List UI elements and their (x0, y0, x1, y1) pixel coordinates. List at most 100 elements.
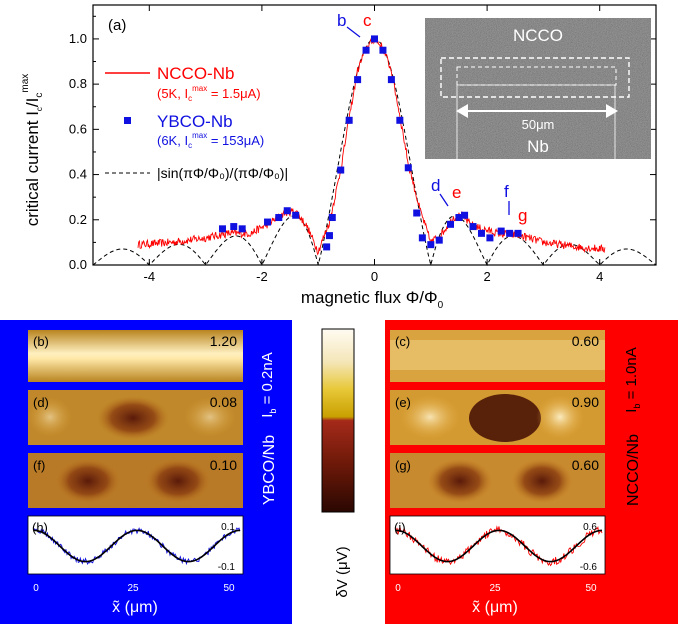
ybco-profile-label: (h) (32, 520, 48, 535)
ybco-point (447, 220, 455, 228)
ncco-image-g-label: (g) (395, 458, 411, 473)
ybco-profile-tick-0: 0 (33, 583, 39, 594)
ncco-profile-label: (i) (394, 520, 406, 535)
profile-fit-curve (396, 529, 602, 563)
ncco-profile-bottom: -0.6 (580, 562, 598, 573)
ybco-point (275, 214, 283, 222)
ncco-image-c-label: (c) (395, 334, 410, 349)
ybco-point (477, 229, 485, 237)
ncco-profile-tick-25: 25 (489, 583, 501, 594)
y-tick-label: 0.8 (69, 76, 87, 91)
legend-ncco-name: NCCO-Nb (157, 64, 234, 83)
ybco-point (427, 241, 435, 249)
legend: NCCO-Nb (5K, Icmax = 1.5μA) YBCO-Nb (6K,… (105, 64, 288, 181)
ybco-point (379, 46, 387, 54)
sem-dashed-frame (440, 57, 630, 98)
ybco-image-b-label: (b) (33, 334, 49, 349)
ybco-profile-plot (27, 515, 244, 575)
ybco-profile-curves (33, 527, 241, 566)
ybco-point (345, 116, 353, 124)
x-tick-label: 4 (596, 269, 603, 284)
ybco-point (413, 209, 421, 217)
ybco-point (486, 234, 494, 242)
ybco-image-d-dark-spot (97, 396, 169, 440)
y-axis-label: critical current Ic/Icmax (20, 74, 45, 227)
ybco-point (238, 225, 246, 233)
ybco-image-f-dark-left (56, 459, 120, 503)
point-label-b: b (337, 11, 346, 30)
point-arrow-b (346, 26, 361, 38)
ybco-profile-top: 0.1 (221, 522, 235, 533)
x-axis-ticks: -4 -2 0 2 4 (92, 5, 657, 284)
legend-ybco-name: YBCO-Nb (157, 112, 233, 131)
main-chart: -4 -2 0 2 4 0.0 0.2 0.4 0.6 0.8 1.0 (a) critical … (20, 4, 657, 311)
ybco-point (461, 211, 469, 219)
ybco-point (323, 243, 331, 251)
ybco-image-b-value: 1.20 (210, 333, 237, 349)
ncco-side-label: NCCO/Nb (625, 434, 642, 506)
ybco-point (362, 46, 370, 54)
ybco-point (469, 223, 477, 231)
point-label-e: e (452, 183, 461, 202)
x-tick-label: 2 (483, 269, 490, 284)
y-tick-label: 0.6 (69, 121, 87, 136)
ncco-image-e-dark-spot (469, 394, 541, 442)
profile-data-curve (33, 527, 241, 566)
sem-scale-label: 50μm (522, 117, 555, 132)
ybco-image-d-bright-left (28, 397, 72, 437)
ybco-point (506, 229, 514, 237)
ncco-profile-top: 0.6 (583, 522, 597, 533)
y-tick-label: 0.0 (69, 257, 87, 272)
legend-fraunhofer-label: |sin(πΦ/Φ₀)/(πΦ/Φ₀)| (157, 165, 288, 181)
ybco-point (435, 236, 443, 244)
colorbar: δV (μV) (321, 328, 355, 598)
legend-ybco-detail: (6K, Icmax = 153μA) (157, 131, 264, 150)
x-tick-label: -2 (256, 269, 268, 284)
ncco-image-g-dark-right (512, 459, 572, 503)
ybco-image-b (28, 330, 243, 382)
y-tick-label: 0.2 (69, 212, 87, 227)
ybco-point (371, 35, 378, 43)
ybco-image-f-value: 0.10 (210, 457, 237, 473)
ybco-series (218, 35, 522, 251)
ybco-image-d-value: 0.08 (210, 394, 237, 410)
x-axis-label: magnetic flux Φ/Φ0 (301, 288, 444, 311)
ybco-point (283, 207, 291, 215)
profile-fit-curve (34, 529, 240, 563)
ncco-profile-curves (395, 525, 603, 567)
colorbar-gradient (321, 328, 355, 513)
ybco-image-d-label: (d) (33, 395, 49, 410)
y-tick-label: 0.4 (69, 167, 87, 182)
ybco-side-label: YBCO/Nb (261, 435, 278, 505)
point-label-c: c (363, 11, 372, 30)
ncco-image-g-dark-left (428, 459, 492, 503)
sem-inset: NCCO 50μm Nb (425, 18, 651, 159)
ncco-current-label: Ib = 1.0nA (623, 347, 642, 412)
ncco-image-e-bright-right (536, 395, 584, 439)
ybco-image-f-label: (f) (33, 458, 45, 473)
ybco-point (354, 76, 362, 84)
panel-label-a: (a) (108, 17, 126, 34)
sem-label-nb: Nb (527, 137, 549, 156)
ybco-panel: (b) 1.20 (d) 0.08 (f) 0.10 (h) 0.1 -0.1 … (0, 320, 292, 624)
ybco-point (396, 116, 404, 124)
sem-label-ncco: NCCO (513, 26, 563, 45)
ncco-profile-tick-0: 0 (395, 583, 401, 594)
sem-arrow-left (456, 104, 468, 118)
ybco-current-label: Ib = 0.2nA (259, 352, 278, 417)
ybco-point (514, 229, 522, 237)
ncco-profile-xlabel: x̃ (μm) (472, 599, 518, 616)
ncco-panel: (c) 0.60 (e) 0.90 (g) 0.60 (i) 0.6 -0.6 … (385, 320, 678, 624)
ncco-profile-plot (389, 515, 606, 575)
ncco-image-e-value: 0.90 (572, 394, 599, 410)
ybco-point (292, 211, 300, 219)
ncco-profile-tick-50: 50 (585, 583, 597, 594)
ybco-profile-tick-50: 50 (223, 583, 235, 594)
ybco-point (497, 227, 505, 235)
sem-arrow-right (606, 104, 618, 118)
colorbar-label: δV (μV) (334, 546, 351, 597)
point-label-g: g (518, 206, 527, 225)
x-tick-label: 0 (371, 269, 378, 284)
ybco-image-f-dark-right (146, 459, 210, 503)
